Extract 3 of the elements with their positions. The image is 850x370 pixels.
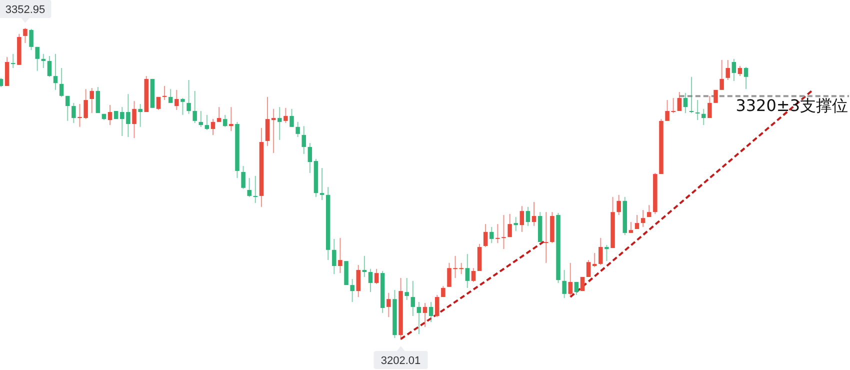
annotation: 3202.01: [380, 355, 421, 367]
annotation: 3320±3支撑位: [736, 96, 848, 115]
annotation: 3352.95: [5, 4, 46, 16]
